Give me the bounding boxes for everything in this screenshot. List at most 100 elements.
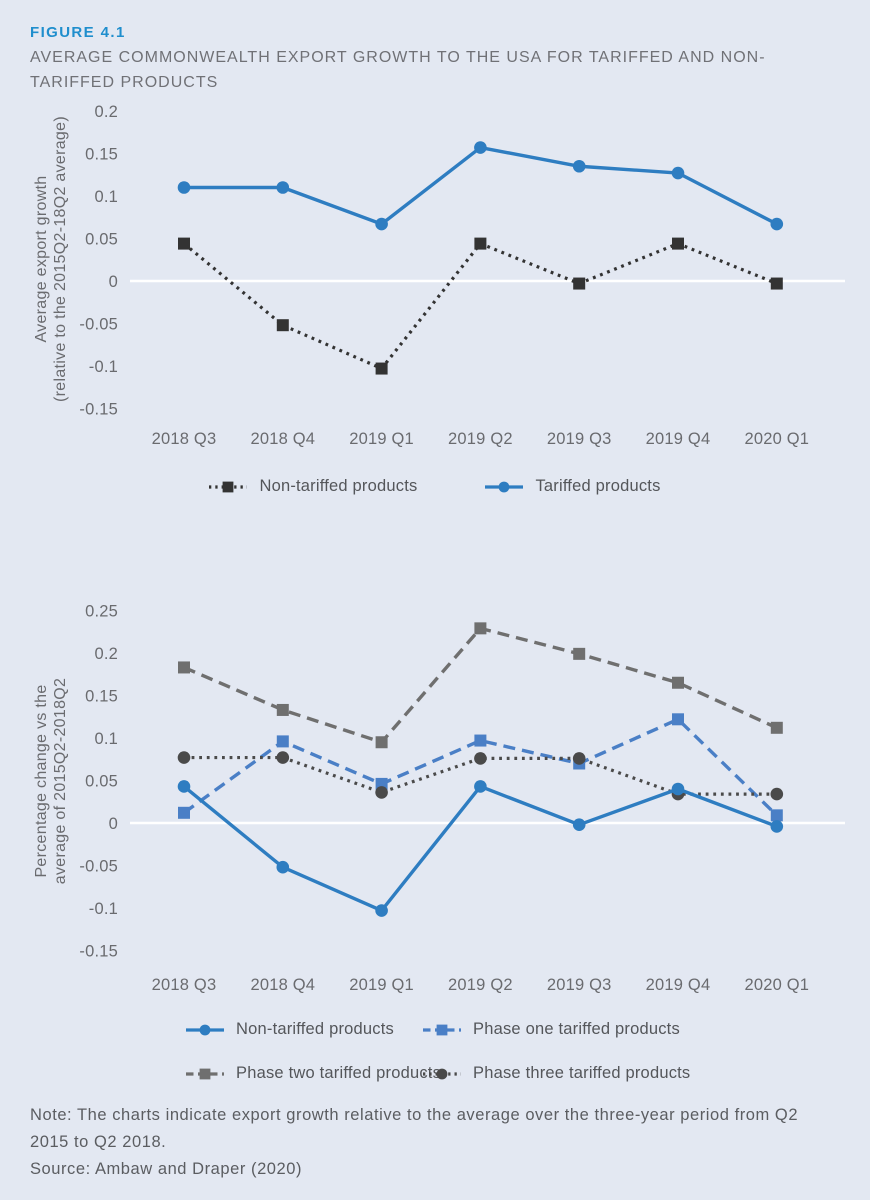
data-point	[276, 703, 289, 716]
data-point	[178, 661, 190, 674]
data-point	[276, 319, 289, 332]
data-point	[671, 166, 685, 180]
series-line	[183, 626, 778, 745]
data-point	[770, 277, 783, 290]
y-axis-title: Percentage change vs the average of 2015Q…	[33, 678, 69, 884]
figure-title: AVERAGE COMMONWEALTH EXPORT GROWTH TO TH…	[30, 49, 766, 91]
data-point	[770, 820, 784, 833]
y-tick-label: 0.05	[85, 231, 118, 249]
y-tick-label: -0.15	[79, 401, 118, 419]
x-tick-label: 2018 Q4	[250, 976, 315, 994]
y-tick-label: 0.15	[85, 688, 118, 706]
x-tick-label: 2018 Q3	[152, 430, 217, 448]
legend-item-phase-one-tariffed-products: Phase one tariffed products	[423, 1020, 690, 1039]
source-text: Source: Ambaw and Draper (2020)	[30, 1160, 303, 1178]
legend-label: Phase three tariffed products	[473, 1064, 691, 1082]
data-point	[770, 721, 783, 734]
data-point	[770, 787, 784, 801]
data-point	[177, 780, 191, 793]
x-tick-label: 2019 Q1	[349, 430, 414, 448]
data-point	[276, 860, 290, 874]
y-tick-label: -0.05	[79, 858, 118, 876]
x-tick-label: 2018 Q3	[152, 976, 217, 994]
data-point	[474, 141, 487, 154]
top-chart: 0.2 0.15 0.1 0.05 0 -0.05 -0.1 -0.15 2018 Q3 2018…	[33, 103, 845, 448]
data-point	[572, 159, 586, 173]
y-tick-label: 0.1	[94, 730, 118, 748]
x-tick-label: 2019 Q4	[646, 430, 711, 448]
series-line	[183, 717, 778, 817]
phase-three-tariffed-products-legend-marker-icon	[423, 1068, 461, 1079]
y-tick-label: 0.25	[85, 603, 118, 621]
data-point	[178, 806, 190, 819]
data-point	[178, 237, 190, 250]
legend-item-non-tariffed-products: Non-tariffed products	[186, 1020, 423, 1039]
y-tick-label: -0.05	[79, 316, 118, 334]
x-tick-label: 2020 Q1	[744, 430, 809, 448]
x-tick-label: 2019 Q4	[646, 976, 711, 994]
legend-item-tariffed-products: Tariffed products	[485, 477, 660, 496]
legend-item-phase-two-tariffed-products: Phase two tariffed products	[186, 1064, 441, 1083]
data-point	[375, 904, 388, 917]
data-point	[474, 752, 487, 765]
y-tick-label: 0.1	[94, 188, 118, 206]
legend-item-phase-three-tariffed-products: Phase three tariffed products	[423, 1064, 690, 1083]
data-point	[276, 181, 290, 194]
legend-label: Tariffed products	[535, 477, 661, 495]
series-non-tariffed-products	[178, 237, 783, 375]
series-phase-one-tariffed-products	[178, 713, 783, 822]
x-tick-label: 2019 Q3	[547, 430, 612, 448]
note-text: Note: The charts indicate export growth …	[30, 1106, 799, 1151]
y-axis-title: Average export growth (relative to the 20…	[33, 116, 69, 402]
series-tariffed-products	[177, 141, 784, 231]
y-tick-label: -0.15	[79, 943, 118, 961]
x-tick-label: 2019 Q2	[448, 976, 513, 994]
legend-label: Phase two tariffed products	[236, 1064, 442, 1082]
x-tick-label: 2019 Q2	[448, 430, 513, 448]
non-tariffed-products-legend-marker-icon	[186, 1024, 224, 1035]
data-point	[276, 735, 289, 748]
series-line	[182, 784, 778, 913]
data-point	[474, 780, 487, 793]
note-block: Note: The charts indicate export growth …	[30, 1102, 830, 1183]
x-tick-label: 2019 Q1	[349, 976, 414, 994]
x-tick-label: 2018 Q4	[250, 430, 315, 448]
series-phase-two-tariffed-products	[178, 622, 783, 749]
top-chart-legend: Non-tariffed products Tariffed products	[0, 477, 870, 496]
data-point	[276, 751, 290, 764]
data-point	[375, 217, 388, 231]
data-point	[770, 809, 783, 822]
y-tick-label: 0.15	[85, 146, 118, 164]
data-point	[177, 751, 191, 764]
data-point	[474, 622, 487, 635]
y-tick-label: 0	[109, 273, 118, 291]
data-point	[672, 713, 684, 726]
data-point	[573, 647, 586, 660]
bottom-chart: 0.25 0.2 0.15 0.1 0.05 0 -0.05 -0.1 -0.15 2018 Q3…	[33, 603, 845, 994]
legend-label: Phase one tariffed products	[473, 1020, 680, 1038]
data-point	[375, 736, 388, 749]
data-point	[770, 217, 784, 231]
data-point	[572, 752, 586, 765]
data-point	[375, 362, 388, 375]
legend-label: Non-tariffed products	[236, 1020, 394, 1038]
legend-item-non-tariffed-products: Non-tariffed products	[209, 477, 417, 496]
series-line	[184, 145, 778, 226]
data-point	[177, 181, 191, 194]
data-point	[474, 734, 487, 747]
x-tick-label: 2020 Q1	[744, 976, 809, 994]
y-tick-label: 0.2	[94, 645, 118, 663]
y-tick-label: -0.1	[89, 900, 118, 918]
data-point	[573, 277, 586, 290]
data-point	[474, 237, 487, 250]
series-non-tariffed-products	[177, 780, 784, 917]
data-point	[672, 237, 684, 250]
phase-two-tariffed-products-legend-marker-icon	[186, 1068, 224, 1079]
y-tick-label: -0.1	[89, 358, 118, 376]
figure-label: FIGURE 4.1	[30, 24, 126, 41]
series-line	[182, 241, 778, 371]
bottom-chart-legend: Non-tariffed products Phase one tariffed …	[186, 1020, 690, 1083]
data-point	[671, 782, 685, 796]
y-tick-label: 0.2	[94, 103, 118, 121]
